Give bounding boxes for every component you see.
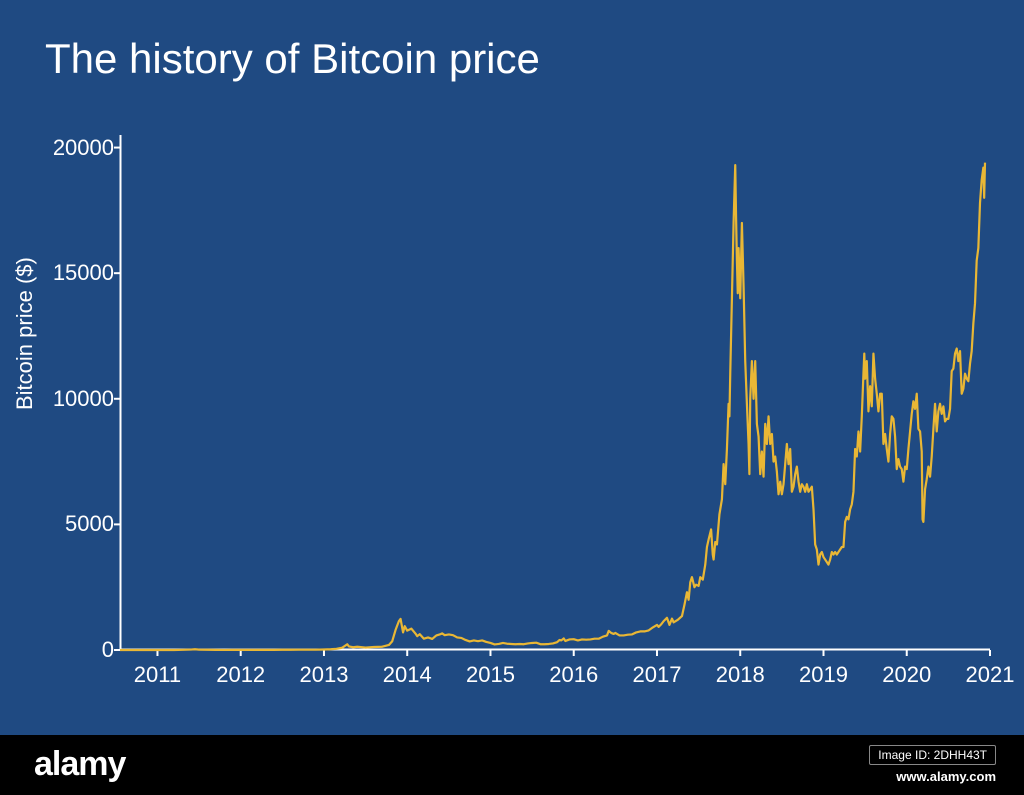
price-line <box>120 163 985 650</box>
y-axis-label: Bitcoin price ($) <box>12 257 38 410</box>
chart-container: The history of Bitcoin price Bitcoin pri… <box>0 0 1024 735</box>
y-tick-label: 15000 <box>53 260 114 286</box>
chart-title: The history of Bitcoin price <box>45 35 540 83</box>
footer-logo: alamy <box>34 745 125 784</box>
plot-area <box>120 135 990 650</box>
x-tick-label: 2015 <box>466 662 515 688</box>
footer-url: www.alamy.com <box>896 769 996 784</box>
y-tick-label: 5000 <box>65 511 114 537</box>
x-tick-label: 2021 <box>966 662 1015 688</box>
footer-image-id: Image ID: 2DHH43T <box>869 745 996 765</box>
x-tick-label: 2019 <box>799 662 848 688</box>
x-tick-label: 2017 <box>633 662 682 688</box>
y-tick-label: 20000 <box>53 135 114 161</box>
x-tick-label: 2016 <box>549 662 598 688</box>
x-tick-label: 2014 <box>383 662 432 688</box>
x-tick-label: 2011 <box>134 662 181 688</box>
y-tick-label: 0 <box>102 637 114 663</box>
footer-bar: alamy Image ID: 2DHH43T www.alamy.com <box>0 735 1024 795</box>
x-tick-label: 2013 <box>299 662 348 688</box>
x-tick-label: 2012 <box>216 662 265 688</box>
x-tick-label: 2020 <box>882 662 931 688</box>
x-tick-label: 2018 <box>716 662 765 688</box>
y-tick-label: 10000 <box>53 386 114 412</box>
